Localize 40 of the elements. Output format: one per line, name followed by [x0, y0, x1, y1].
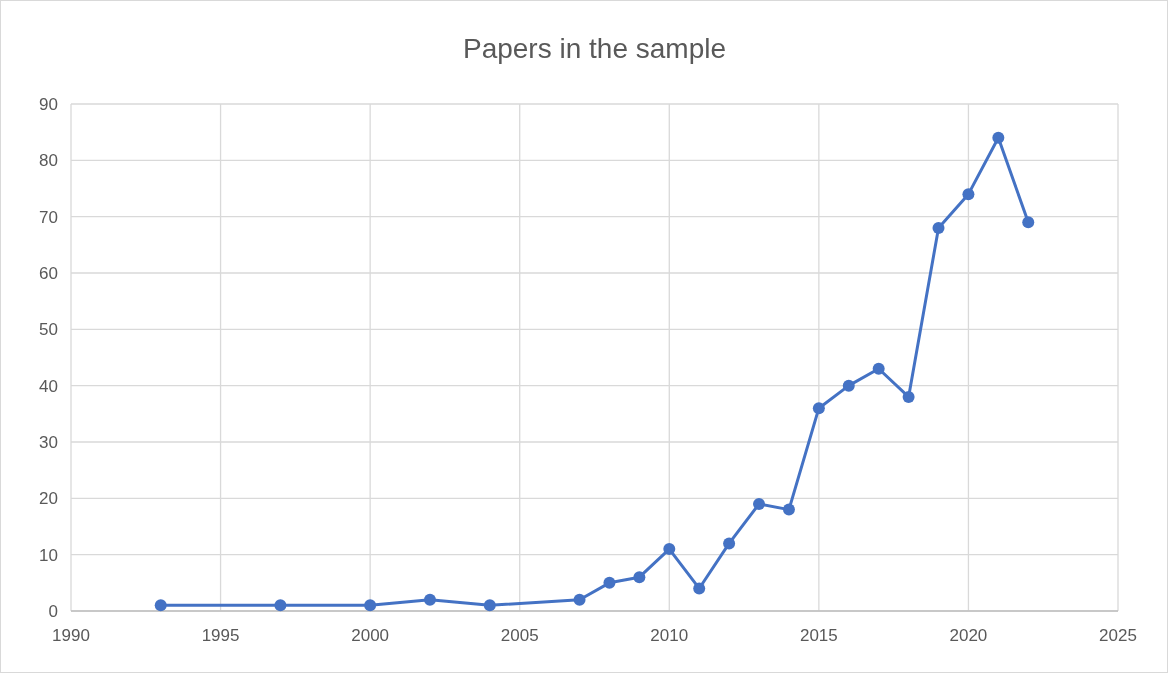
point	[753, 497, 766, 510]
point	[842, 379, 855, 392]
x-tick-label: 1990	[52, 626, 90, 645]
x-tick-label: 2025	[1099, 626, 1137, 645]
y-tick-label: 20	[39, 489, 58, 509]
point	[812, 402, 825, 415]
point	[962, 188, 975, 201]
x-tick-label: 2015	[799, 626, 838, 645]
chart-title: Papers in the sample	[462, 33, 727, 64]
y-tick-label: 10	[39, 545, 58, 565]
y-tick-label: 30	[39, 432, 58, 452]
point	[633, 571, 646, 584]
point	[274, 599, 287, 612]
y-tick-label: 90	[39, 94, 58, 114]
y-tick-label: 70	[39, 207, 58, 227]
point	[573, 593, 586, 606]
y-tick-label: 50	[39, 320, 58, 340]
point	[154, 599, 167, 612]
x-tick-label: 1995	[201, 626, 240, 645]
point	[364, 599, 377, 612]
point	[663, 543, 676, 556]
point	[902, 390, 915, 403]
y-tick-label: 80	[39, 151, 58, 171]
x-tick-label: 2005	[500, 626, 539, 645]
point	[992, 131, 1005, 144]
point	[782, 503, 795, 516]
y-tick-label: 60	[39, 263, 58, 283]
y-tick-label: 40	[39, 376, 58, 396]
point	[693, 582, 706, 595]
point	[932, 221, 945, 234]
point	[872, 362, 885, 375]
point	[423, 593, 436, 606]
y-tick-label: 0	[48, 601, 58, 621]
x-tick-label: 2010	[650, 626, 689, 645]
point	[1022, 216, 1035, 229]
point	[483, 599, 496, 612]
point	[723, 537, 736, 550]
x-tick-label: 2000	[351, 626, 390, 645]
x-tick-label: 2020	[949, 626, 988, 645]
point	[603, 576, 616, 589]
